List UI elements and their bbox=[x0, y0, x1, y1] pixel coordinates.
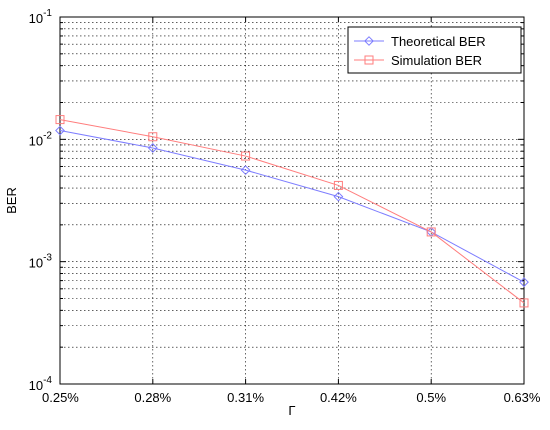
series-line bbox=[59, 130, 525, 283]
x-tick-label: 0.63% bbox=[504, 390, 541, 405]
data-point bbox=[333, 180, 343, 190]
legend-marker bbox=[364, 36, 374, 46]
y-axis-label: BER bbox=[4, 187, 19, 214]
x-axis-label: Γ bbox=[288, 403, 295, 418]
y-tick-label: 10-2 bbox=[29, 130, 53, 148]
plot-frame bbox=[59, 16, 525, 385]
series bbox=[55, 115, 529, 308]
grid bbox=[60, 17, 524, 384]
data-point bbox=[148, 132, 158, 142]
y-tick-label: 10-1 bbox=[29, 8, 53, 26]
x-tick-label: 0.25% bbox=[42, 390, 79, 405]
x-tick-label: 0.28% bbox=[134, 390, 171, 405]
y-tick-label: 10-3 bbox=[29, 253, 53, 271]
data-point bbox=[55, 115, 65, 125]
data-point bbox=[241, 151, 251, 161]
x-tick-label: 0.42% bbox=[320, 390, 357, 405]
data-point bbox=[426, 227, 436, 237]
legend-entry-label: Simulation BER bbox=[391, 53, 482, 68]
x-tick-label: 0.5% bbox=[416, 390, 446, 405]
data-point bbox=[147, 143, 158, 153]
series-square bbox=[55, 115, 529, 308]
data-point bbox=[240, 165, 251, 176]
series-line bbox=[59, 119, 525, 304]
data-point bbox=[333, 191, 344, 202]
legend: Theoretical BER Simulation BER bbox=[347, 26, 522, 74]
legend-box bbox=[347, 26, 522, 74]
legend-marker bbox=[364, 55, 374, 65]
data-point bbox=[519, 277, 529, 288]
data-point bbox=[519, 298, 529, 308]
legend-entry-label: Theoretical BER bbox=[391, 34, 486, 49]
x-tick-label: 0.31% bbox=[227, 390, 264, 405]
axis-ticks: 0.25% 0.28% 0.31% 0.42% 0.5% 0.63% 10-4 10-3 10-… bbox=[29, 8, 541, 405]
series-diamond bbox=[55, 125, 529, 288]
data-point bbox=[55, 125, 65, 136]
y-tick-label: 10-4 bbox=[29, 375, 53, 393]
